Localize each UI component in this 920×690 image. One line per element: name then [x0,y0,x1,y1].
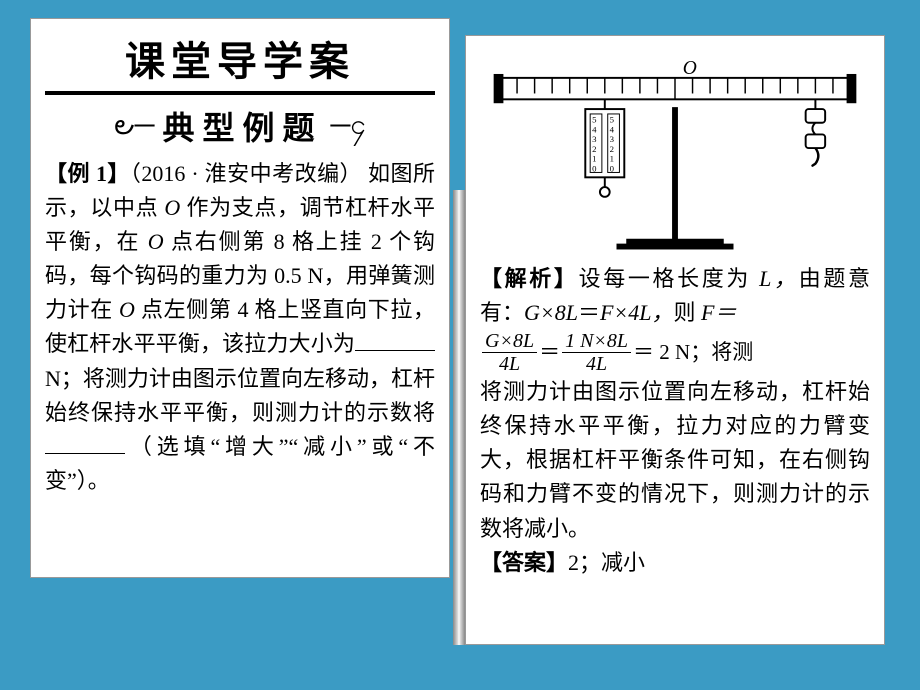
fraction-2: 1 N×8L 4L [562,330,631,375]
stand-rod [672,107,678,244]
eq-result: ＝ 2 N； [633,333,711,373]
eq1-rhs: F×4L， [600,300,674,325]
svg-text:5: 5 [592,115,597,125]
svg-text:4: 4 [610,124,615,134]
svg-text:3: 3 [592,134,597,144]
eq1-lhs: G×8L [524,300,578,325]
blank-2 [45,432,125,454]
weight-hooks-icon [806,99,826,165]
var-o-3: O [113,297,141,322]
answer-text: 2；减小 [568,550,645,575]
lever-svg: O 543 210 543 210 [480,46,870,256]
svg-text:0: 0 [610,163,615,173]
answer-label: 【答案】 [480,550,568,575]
eq1-eq: ＝ [578,300,600,325]
gauge-scale-left: 543 210 [592,115,597,174]
svg-text:1: 1 [610,154,614,164]
svg-text:2: 2 [610,144,614,154]
page-spine [453,190,465,645]
spring-gauge-icon: 543 210 543 210 [585,99,624,197]
gauge-scale-right: 543 210 [610,115,615,174]
svg-text:0: 0 [592,163,597,173]
frac2-den: 4L [562,353,631,375]
fraction-line: G×8L 4L ＝ 1 N×8L 4L ＝ 2 N； 将测 [480,330,870,375]
ruler-end-right [847,74,857,103]
left-page: 课堂导学案 ౿─ 典型例题 ─၄ 【例 1】（2016 · 淮安中考改编） 如图… [30,18,450,578]
ornament-left-icon: ౿─ [114,112,155,140]
analysis-text: 【解析】设每一格长度为 L，由题意有：G×8L＝F×4L，则 F＝ [480,262,870,330]
svg-text:3: 3 [610,134,615,144]
right-page: O 543 210 543 210 [465,35,885,645]
var-o-1: O [158,195,186,220]
frac2-num: 1 N×8L [562,330,631,353]
main-title: 课堂导学案 [45,29,435,87]
svg-text:1: 1 [592,154,596,164]
ornament-right-icon: ─၄ [331,112,367,140]
answer-line: 【答案】2；减小 [480,546,870,580]
svg-text:4: 4 [592,124,597,134]
pivot-label: O [683,58,697,79]
analysis-then: 则 [674,300,702,325]
var-f: F＝ [701,300,736,325]
blank-1 [355,329,435,351]
var-o-2: O [140,229,171,254]
problem-text: 【例 1】（2016 · 淮安中考改编） 如图所示，以中点 O 作为支点，调节杠… [45,157,435,498]
source-label: （2016 · 淮安中考改编） [130,161,362,186]
svg-text:2: 2 [592,144,596,154]
example-label: 【例 1】 [45,161,130,186]
var-l: L， [751,266,799,291]
analysis-p1: 设每一格长度为 [579,266,751,291]
frac1-num: G×8L [482,330,537,353]
analysis-label: 【解析】 [480,266,579,291]
subtitle: 典型例题 [163,103,323,149]
fraction-1: G×8L 4L [482,330,537,375]
unit-and-rest: N；将测力计由图示位置向左移动，杠杆始终保持水平平衡，则测力计的示数将 [45,366,435,425]
lever-figure: O 543 210 543 210 [480,46,870,256]
base-bottom [617,244,734,250]
svg-text:5: 5 [610,115,615,125]
subtitle-row: ౿─ 典型例题 ─၄ [45,103,435,149]
frac1-den: 4L [482,353,537,375]
eq-mid: ＝ [539,333,560,373]
title-rule [45,91,435,95]
ruler-end-left [494,74,504,103]
analysis-tail: 将测力计由图示位置向左移动，杠杆始终保持水平平衡，拉力对应的力臂变大，根据杠杆平… [480,375,870,545]
